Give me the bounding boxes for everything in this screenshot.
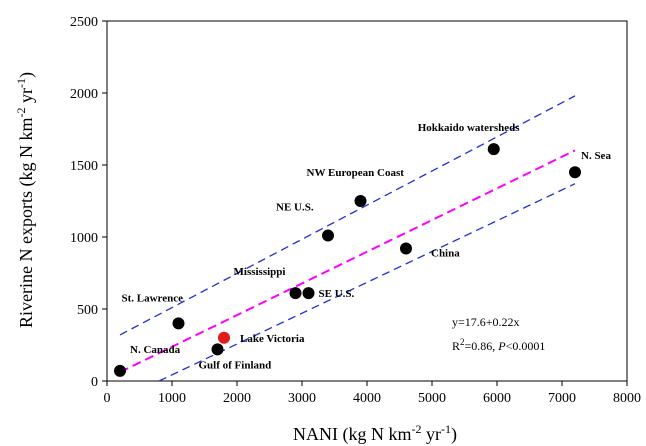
point-label: St. Lawrence bbox=[122, 292, 184, 304]
y-tick-label: 0 bbox=[91, 375, 98, 390]
data-point bbox=[172, 317, 185, 330]
lower-confidence-band bbox=[158, 183, 576, 382]
point-label: NE U.S. bbox=[276, 202, 314, 214]
y-tick-label: 1000 bbox=[70, 231, 98, 246]
data-point bbox=[400, 242, 412, 255]
point-label: SE U.S. bbox=[319, 288, 355, 300]
y-tick-label: 2500 bbox=[70, 15, 98, 30]
data-point bbox=[354, 195, 367, 207]
x-tick-label: 6000 bbox=[483, 391, 511, 406]
fit-lines bbox=[119, 95, 576, 382]
x-tick-label: 5000 bbox=[418, 391, 446, 406]
point-label: Mississippi bbox=[234, 266, 286, 278]
point-label: Lake Victoria bbox=[240, 333, 305, 345]
axes: 0 1000 2000 3000 4000 5000 6000 7000 8000 0 500 100… bbox=[70, 15, 641, 406]
data-point bbox=[114, 364, 126, 377]
x-axis-title: NANI (kg N km-2 yr-1) bbox=[293, 422, 457, 445]
y-axis-title: Riverine N exports (kg N km-2 yr-1) bbox=[14, 72, 37, 328]
point-label: Hokkaido watersheds bbox=[418, 122, 520, 134]
x-tick-label: 8000 bbox=[613, 391, 641, 406]
point-label: NW European Coast bbox=[307, 167, 405, 179]
y-tick-label: 500 bbox=[77, 303, 98, 318]
y-tick-label: 2000 bbox=[70, 87, 98, 102]
data-points bbox=[114, 143, 581, 377]
point-labels: N. Canada St. Lawrence Gulf of Finland Lake… bbox=[122, 122, 612, 371]
regression-equation: y=17.6+0.22x bbox=[452, 315, 520, 329]
y-tick-label: 1500 bbox=[70, 159, 98, 174]
plot-frame bbox=[106, 20, 628, 382]
point-label: N. Canada bbox=[130, 344, 181, 356]
data-point bbox=[218, 331, 230, 344]
x-tick-label: 7000 bbox=[548, 391, 576, 406]
x-tick-label: 4000 bbox=[353, 391, 381, 406]
point-label: China bbox=[431, 248, 460, 260]
x-tick-label: 2000 bbox=[223, 391, 251, 406]
regression-stats: R2=0.86, P<0.0001 bbox=[452, 337, 545, 353]
data-point bbox=[302, 287, 315, 300]
data-point bbox=[569, 166, 581, 179]
data-point bbox=[289, 287, 302, 300]
x-tick-label: 3000 bbox=[288, 391, 316, 406]
data-point bbox=[322, 229, 334, 242]
x-tick-label: 1000 bbox=[158, 391, 186, 406]
point-label: Gulf of Finland bbox=[199, 359, 272, 371]
data-point bbox=[211, 343, 224, 356]
regression-line bbox=[119, 149, 576, 374]
point-label: N. Sea bbox=[581, 150, 611, 162]
data-point bbox=[487, 143, 500, 156]
upper-confidence-band bbox=[119, 95, 576, 336]
x-tick-label: 0 bbox=[104, 391, 111, 406]
